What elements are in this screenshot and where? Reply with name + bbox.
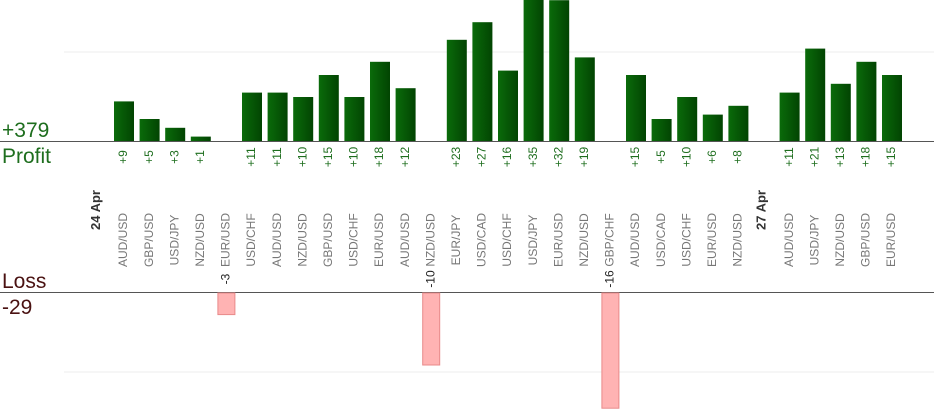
profit-bar <box>626 75 646 141</box>
trade-value-label: +23 <box>449 146 463 167</box>
trade-value-label: +15 <box>321 146 335 167</box>
profit-bar <box>677 97 698 141</box>
pair-label: AUD/USD <box>398 213 412 267</box>
trade-value-label: +1 <box>193 150 207 164</box>
trade-value-label: +32 <box>551 146 565 167</box>
profit-bar <box>702 114 723 141</box>
trade-value-label: +6 <box>705 150 719 164</box>
trade-value-label: +8 <box>731 150 745 164</box>
profit-bar <box>395 88 416 141</box>
pair-label: AUD/USD <box>628 213 642 267</box>
trade-value-label: +10 <box>679 146 693 167</box>
profit-bar <box>498 70 518 141</box>
trade-value-label: +5 <box>142 150 156 164</box>
trade-value-label: +18 <box>372 146 386 167</box>
profit-bar <box>805 48 826 141</box>
pair-label: USD/JPY <box>526 215 540 266</box>
pair-label: AUD/USD <box>116 213 130 267</box>
profit-bar <box>830 83 851 141</box>
trade-value-label: -16 <box>603 270 617 288</box>
profit-bar <box>190 136 211 141</box>
trade-value-label: +35 <box>526 146 540 167</box>
profit-bar <box>574 57 595 141</box>
trade-value-label: +19 <box>577 146 591 167</box>
trade-value-label: +10 <box>347 146 361 167</box>
trade-value-label: +5 <box>654 150 668 164</box>
pair-label: USD/CAD <box>654 213 668 267</box>
pair-label: USD/CHF <box>679 213 693 266</box>
pair-label: NZD/USD <box>833 213 847 267</box>
profit-bar <box>728 105 749 141</box>
trade-value-label: +11 <box>270 147 284 167</box>
profit-bar <box>549 0 570 142</box>
pair-label: USD/JPY <box>807 215 821 266</box>
trade-value-label: -10 <box>423 270 437 288</box>
pair-label: USD/CHF <box>244 213 258 266</box>
profit-bar <box>882 75 902 141</box>
profit-bar <box>165 127 186 141</box>
pair-label: EUR/USD <box>551 213 565 267</box>
profit-bar <box>472 22 493 142</box>
profit-bar <box>139 119 160 141</box>
pair-label: USD/CHF <box>500 213 514 266</box>
pair-label: USD/CHF <box>347 213 361 266</box>
trade-value-label: +13 <box>833 146 847 167</box>
trade-value-label: -3 <box>219 273 233 284</box>
trade-value-label: +11 <box>782 147 796 167</box>
profit-bar <box>242 92 262 141</box>
date-label: 27 Apr <box>753 190 768 230</box>
pair-label: GBP/USD <box>321 213 335 267</box>
pair-label: NZD/USD <box>423 213 437 267</box>
profit-bar <box>267 92 288 141</box>
date-label: 24 Apr <box>88 190 103 230</box>
pair-label: NZD/USD <box>577 213 591 267</box>
loss-bar <box>422 292 441 366</box>
profit-total: +379 <box>2 119 50 142</box>
profit-bar <box>344 97 365 141</box>
pair-label: EUR/USD <box>219 213 233 267</box>
trade-value-label: +18 <box>859 146 873 167</box>
pair-label: NZD/USD <box>731 213 745 267</box>
pair-label: EUR/USD <box>884 213 898 267</box>
trade-value-label: +21 <box>807 146 821 167</box>
pair-label: AUD/USD <box>270 213 284 267</box>
pair-label: NZD/USD <box>193 213 207 267</box>
profit-bar <box>856 61 877 141</box>
pair-label: GBP/USD <box>142 213 156 267</box>
profit-bar <box>370 61 390 141</box>
loss-bar <box>601 292 620 409</box>
trade-value-label: +12 <box>398 146 412 167</box>
trade-value-label: +15 <box>628 146 642 167</box>
trade-value-label: +9 <box>116 150 130 164</box>
pair-label: USD/CAD <box>475 213 489 267</box>
trade-value-label: +16 <box>500 146 514 167</box>
profit-bar <box>779 92 800 141</box>
pair-label: USD/JPY <box>167 215 181 266</box>
profit-bar <box>293 97 314 141</box>
pair-label: EUR/JPY <box>449 215 463 266</box>
pair-label: NZD/USD <box>295 213 309 267</box>
loss-label: Loss <box>2 270 47 293</box>
pair-label: EUR/USD <box>372 213 386 267</box>
profit-bar <box>523 0 544 141</box>
trade-value-label: +3 <box>167 150 181 164</box>
trade-value-label: +27 <box>475 146 489 167</box>
pair-label: EUR/USD <box>705 213 719 267</box>
trade-value-label: +15 <box>884 146 898 167</box>
profit-bar <box>446 39 467 141</box>
profit-label: Profit <box>2 145 52 168</box>
profit-bar <box>114 101 134 141</box>
pair-label: GBP/USD <box>859 213 873 267</box>
profit-bar <box>651 119 672 141</box>
trade-value-label: +11 <box>244 147 258 167</box>
pair-label: GBP/CHF <box>603 213 617 266</box>
loss-total: -29 <box>2 296 33 319</box>
profit-bar <box>318 75 339 141</box>
trade-value-label: +10 <box>295 146 309 167</box>
loss-bar <box>217 292 236 316</box>
pair-label: AUD/USD <box>782 213 796 267</box>
